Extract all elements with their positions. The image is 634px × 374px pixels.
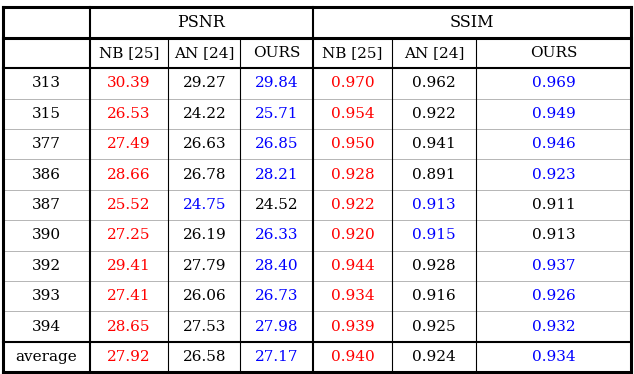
Text: 26.58: 26.58	[183, 350, 226, 364]
Text: 26.19: 26.19	[183, 229, 226, 242]
Text: 0.913: 0.913	[412, 198, 456, 212]
Text: 0.944: 0.944	[330, 259, 374, 273]
Text: 29.41: 29.41	[107, 259, 151, 273]
Text: 28.65: 28.65	[107, 319, 151, 334]
Text: 0.954: 0.954	[331, 107, 374, 121]
Text: 0.969: 0.969	[532, 76, 576, 91]
Text: 0.970: 0.970	[331, 76, 374, 91]
Text: 0.922: 0.922	[412, 107, 456, 121]
Text: 392: 392	[32, 259, 61, 273]
Text: 27.98: 27.98	[255, 319, 299, 334]
Text: 0.891: 0.891	[412, 168, 456, 182]
Text: 24.52: 24.52	[255, 198, 299, 212]
Text: 26.63: 26.63	[183, 137, 226, 151]
Text: 386: 386	[32, 168, 61, 182]
Text: 387: 387	[32, 198, 61, 212]
Text: 0.941: 0.941	[412, 137, 456, 151]
Text: 27.17: 27.17	[255, 350, 299, 364]
Text: SSIM: SSIM	[450, 14, 495, 31]
Text: 0.949: 0.949	[532, 107, 576, 121]
Text: NB [25]: NB [25]	[322, 46, 383, 60]
Text: 0.920: 0.920	[330, 229, 374, 242]
Text: 0.937: 0.937	[532, 259, 576, 273]
Text: 0.924: 0.924	[412, 350, 456, 364]
Text: 24.22: 24.22	[183, 107, 226, 121]
Text: 377: 377	[32, 137, 61, 151]
Text: 27.92: 27.92	[107, 350, 151, 364]
Text: 0.932: 0.932	[532, 319, 576, 334]
Text: 0.939: 0.939	[331, 319, 374, 334]
Text: 0.922: 0.922	[330, 198, 374, 212]
Text: 0.962: 0.962	[412, 76, 456, 91]
Text: 27.25: 27.25	[107, 229, 151, 242]
Text: 28.66: 28.66	[107, 168, 151, 182]
Text: 28.40: 28.40	[255, 259, 299, 273]
Text: 26.06: 26.06	[183, 289, 226, 303]
Text: 0.934: 0.934	[331, 289, 374, 303]
Text: 0.928: 0.928	[412, 259, 456, 273]
Text: 0.911: 0.911	[532, 198, 576, 212]
Text: 25.71: 25.71	[255, 107, 299, 121]
Text: PSNR: PSNR	[178, 14, 226, 31]
Text: 0.950: 0.950	[331, 137, 374, 151]
Text: 315: 315	[32, 107, 61, 121]
Text: 25.52: 25.52	[107, 198, 151, 212]
Text: 26.53: 26.53	[107, 107, 151, 121]
Text: 29.84: 29.84	[255, 76, 299, 91]
Text: 0.926: 0.926	[532, 289, 576, 303]
Text: 26.73: 26.73	[255, 289, 299, 303]
Text: 27.79: 27.79	[183, 259, 226, 273]
Text: 0.916: 0.916	[412, 289, 456, 303]
Text: 0.946: 0.946	[532, 137, 576, 151]
Text: 0.934: 0.934	[532, 350, 576, 364]
Text: OURS: OURS	[253, 46, 301, 60]
Text: 26.78: 26.78	[183, 168, 226, 182]
Text: 28.21: 28.21	[255, 168, 299, 182]
Text: AN [24]: AN [24]	[404, 46, 464, 60]
Text: 0.928: 0.928	[331, 168, 374, 182]
Text: 0.915: 0.915	[412, 229, 456, 242]
Text: NB [25]: NB [25]	[99, 46, 159, 60]
Text: 313: 313	[32, 76, 61, 91]
Text: 390: 390	[32, 229, 61, 242]
Text: 394: 394	[32, 319, 61, 334]
Text: AN [24]: AN [24]	[174, 46, 235, 60]
Text: 29.27: 29.27	[183, 76, 226, 91]
Text: 27.41: 27.41	[107, 289, 151, 303]
Text: 0.940: 0.940	[330, 350, 374, 364]
Text: 30.39: 30.39	[107, 76, 151, 91]
Text: 393: 393	[32, 289, 61, 303]
Text: 26.33: 26.33	[255, 229, 299, 242]
Text: 26.85: 26.85	[255, 137, 299, 151]
Text: 27.49: 27.49	[107, 137, 151, 151]
Text: 27.53: 27.53	[183, 319, 226, 334]
Text: 0.923: 0.923	[532, 168, 576, 182]
Text: OURS: OURS	[530, 46, 578, 60]
Text: average: average	[16, 350, 77, 364]
Text: 0.925: 0.925	[412, 319, 456, 334]
Text: 24.75: 24.75	[183, 198, 226, 212]
Text: 0.913: 0.913	[532, 229, 576, 242]
